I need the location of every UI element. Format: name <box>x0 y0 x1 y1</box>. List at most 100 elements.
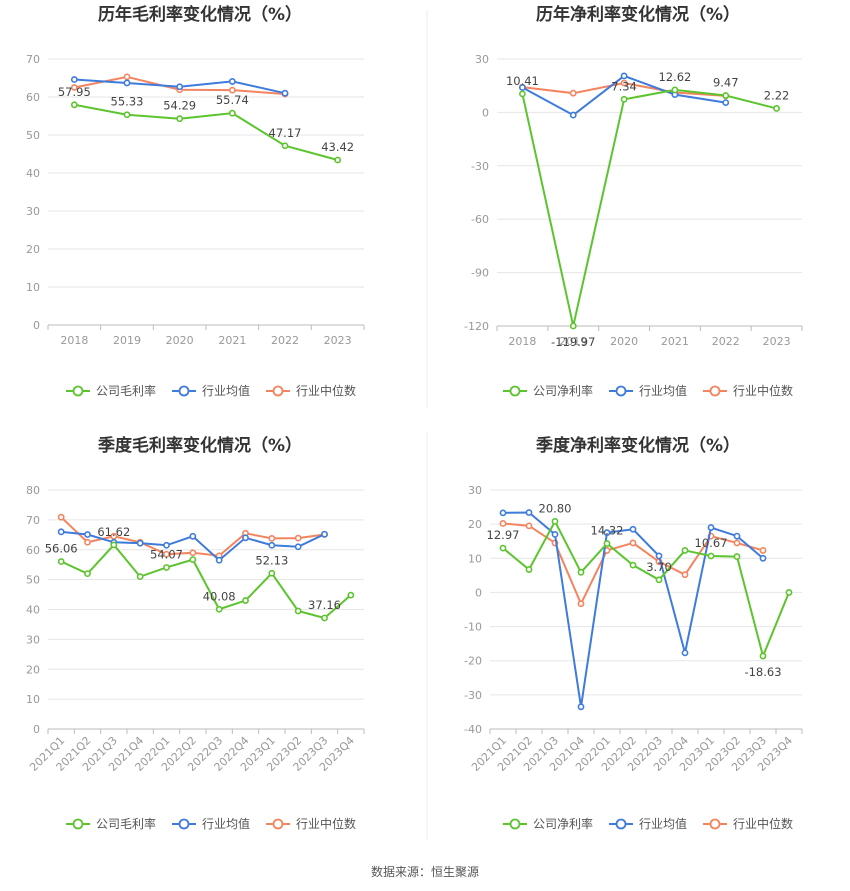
data-point-company <box>163 564 170 571</box>
data-point-avg <box>281 89 289 97</box>
legend-item-avg[interactable]: 行业均值 <box>609 383 687 398</box>
data-point-company <box>189 556 197 564</box>
legend-item-median[interactable]: 行业中位数 <box>703 383 793 398</box>
data-point-company <box>722 92 730 99</box>
y-tick-label: 20 <box>468 518 482 531</box>
data-label: 55.33 <box>111 95 144 109</box>
series-line-company <box>60 543 352 620</box>
x-tick-label: 2022 <box>271 334 299 347</box>
data-point-company <box>321 614 328 622</box>
chart-2: 历年净利率变化情况（%） -120 -90 -60 -30 0 30 2018 2019 2020… <box>464 4 803 398</box>
data-point-avg <box>551 530 559 538</box>
chart-title: 季度毛利率变化情况（%） <box>98 435 302 456</box>
legend-item-company[interactable]: 公司净利率 <box>503 383 593 398</box>
x-tick-label: 2019 <box>113 334 141 347</box>
data-point-company <box>123 111 131 119</box>
y-tick-label: 70 <box>26 514 40 527</box>
data-label: 7.34 <box>611 79 637 93</box>
data-label: 10.41 <box>506 74 539 88</box>
x-tick-label: 2023 <box>324 334 352 347</box>
data-point-avg <box>525 509 533 516</box>
y-tick-label: -10 <box>464 621 482 634</box>
series-line-company <box>74 103 338 161</box>
data-point-avg <box>136 539 144 547</box>
data-point-company <box>759 652 767 660</box>
data-point-avg <box>655 552 663 560</box>
data-point-median <box>499 520 507 527</box>
data-point-avg <box>577 703 585 711</box>
data-point-company <box>57 558 65 565</box>
legend-swatch-marker <box>509 818 521 830</box>
y-tick-label: 70 <box>26 53 40 66</box>
y-tick-label: 40 <box>26 167 40 180</box>
x-tick-label: 2021 <box>661 335 689 348</box>
legend-label: 公司净利率 <box>533 383 593 398</box>
legend-item-avg[interactable]: 行业均值 <box>172 383 250 398</box>
y-tick-label: -90 <box>471 267 489 280</box>
legend-label: 行业中位数 <box>296 816 356 831</box>
data-label: 47.17 <box>269 126 302 140</box>
legend-item-median[interactable]: 行业中位数 <box>703 816 793 831</box>
data-point-median <box>577 600 585 608</box>
x-tick-label: 2020 <box>166 334 194 347</box>
data-label: 55.74 <box>216 93 249 107</box>
data-point-company <box>577 568 585 576</box>
legend-swatch-marker <box>178 818 190 830</box>
data-point-avg <box>242 534 249 542</box>
legend-item-avg[interactable]: 行业均值 <box>609 816 687 831</box>
data-point-avg <box>499 509 507 517</box>
legend-label: 行业中位数 <box>296 383 356 398</box>
data-point-median <box>733 539 741 547</box>
x-tick-label: 2018 <box>508 335 536 348</box>
data-label: 40.08 <box>203 589 236 603</box>
data-point-median <box>681 571 689 579</box>
y-tick-label: 10 <box>26 281 40 294</box>
y-tick-label: 0 <box>475 586 482 599</box>
series-line-company <box>521 88 777 327</box>
legend-swatch-marker <box>709 385 721 397</box>
data-point-company <box>620 95 628 103</box>
x-tick-label: 2020 <box>610 335 638 348</box>
y-tick-label: 60 <box>26 544 40 557</box>
chart-1: 历年毛利率变化情况（%） 0 10 20 30 40 50 60 70 2018 2019 2020 2… <box>26 4 365 398</box>
data-point-median <box>759 547 767 554</box>
legend-item-company[interactable]: 公司毛利率 <box>66 383 156 398</box>
data-point-avg <box>681 649 689 657</box>
y-tick-label: 0 <box>482 106 489 119</box>
x-tick-label: 2019 <box>559 335 587 348</box>
y-tick-label: 50 <box>26 574 40 587</box>
legend-label: 行业中位数 <box>733 383 793 398</box>
data-point-median <box>525 522 533 530</box>
legend-item-avg[interactable]: 行业均值 <box>172 816 250 831</box>
data-point-avg <box>629 525 637 533</box>
data-point-median <box>70 84 78 91</box>
data-point-avg <box>519 84 526 91</box>
legend-label: 公司毛利率 <box>96 383 156 398</box>
data-label: 54.07 <box>150 547 183 561</box>
data-point-company <box>551 518 559 525</box>
legend-item-median[interactable]: 行业中位数 <box>266 383 356 398</box>
data-point-company <box>84 570 91 578</box>
chart-title: 历年净利率变化情况（%） <box>536 4 740 25</box>
legend-item-company[interactable]: 公司毛利率 <box>66 816 156 831</box>
legend-item-company[interactable]: 公司净利率 <box>503 816 593 831</box>
data-point-avg <box>294 543 302 551</box>
legend-label: 公司毛利率 <box>96 816 156 831</box>
x-tick-label: 2018 <box>60 334 88 347</box>
data-label: 57.95 <box>58 85 91 99</box>
y-tick-label: -120 <box>464 320 489 333</box>
chart-title: 历年毛利率变化情况（%） <box>98 4 302 25</box>
y-tick-label: -60 <box>471 213 489 226</box>
data-point-company <box>733 553 741 560</box>
data-point-median <box>228 86 236 94</box>
data-point-company <box>242 597 249 604</box>
y-tick-label: 60 <box>26 91 40 104</box>
y-tick-label: 50 <box>26 129 40 142</box>
data-label: 9.47 <box>713 76 739 90</box>
legend-item-median[interactable]: 行业中位数 <box>266 816 356 831</box>
data-point-company <box>347 591 355 599</box>
chart-4: 季度净利率变化情况（%）-40-30-20-1001020302021Q1202… <box>464 435 803 831</box>
legend-label: 行业均值 <box>639 383 687 398</box>
data-point-avg <box>268 541 276 549</box>
